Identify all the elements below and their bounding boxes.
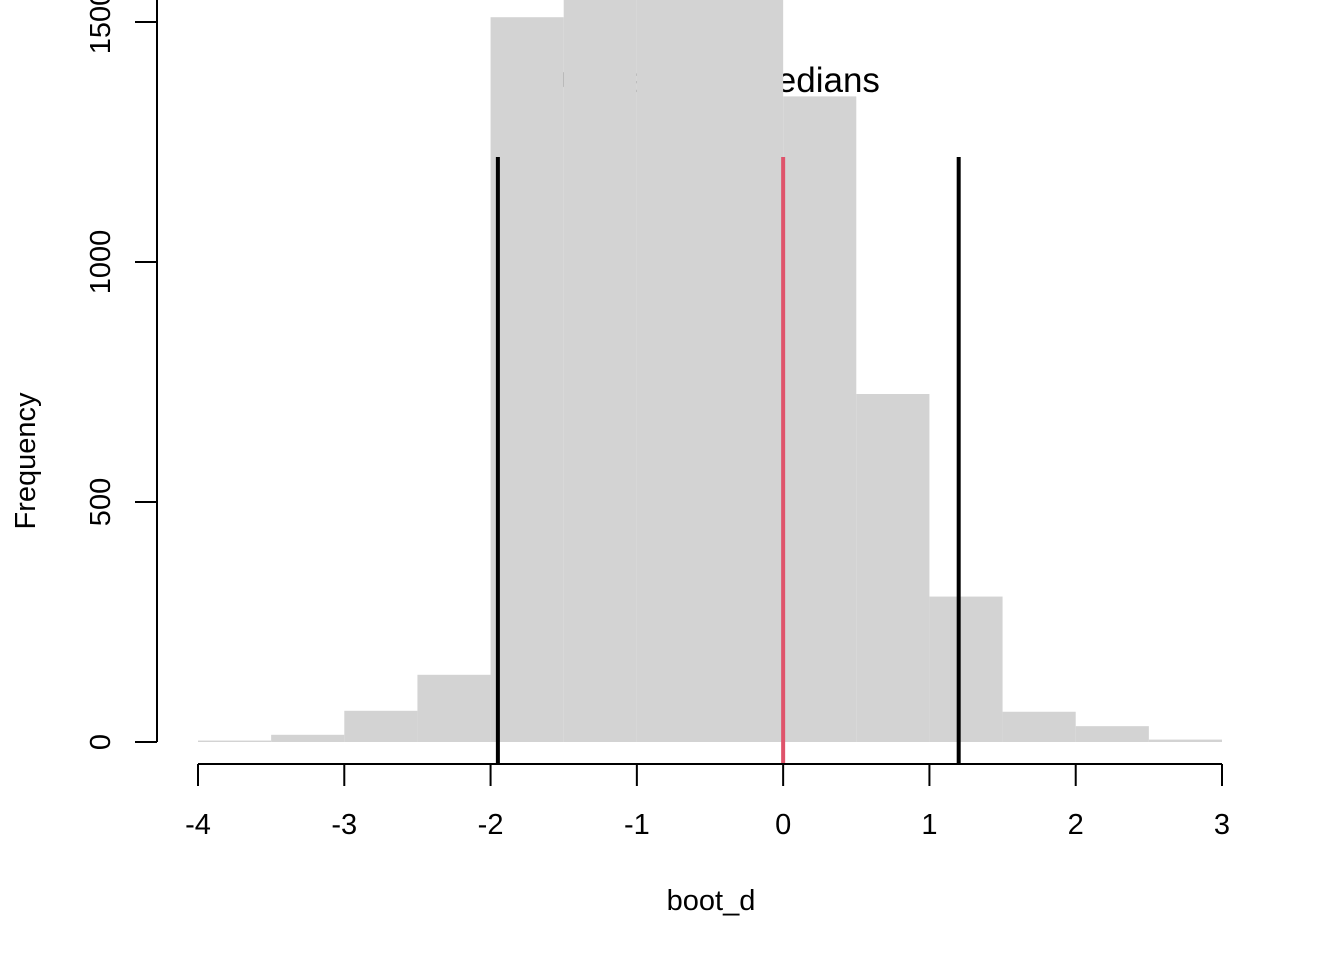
y-tick-label: 1000 xyxy=(85,230,117,295)
x-tick-label: -2 xyxy=(478,809,504,841)
x-tick-label: 1 xyxy=(921,809,937,841)
histogram-bar xyxy=(344,710,418,742)
histogram-bar xyxy=(198,740,272,742)
histogram-bar xyxy=(417,674,491,742)
histogram-bar xyxy=(1075,726,1149,742)
y-tick-label: 500 xyxy=(85,478,117,526)
histogram-bar xyxy=(783,96,857,742)
histogram-bar xyxy=(271,734,345,742)
x-axis: -4 -3 -2 -1 0 1 2 3 xyxy=(185,763,1230,841)
x-tick-label: -4 xyxy=(185,809,211,841)
histogram-bar xyxy=(856,394,930,742)
x-tick-label: 3 xyxy=(1214,809,1230,841)
histogram-bar xyxy=(710,0,784,743)
x-tick-label: 0 xyxy=(775,809,791,841)
y-axis-label: Frequency xyxy=(10,392,42,530)
histogram-bar xyxy=(563,0,637,742)
bars-group xyxy=(198,0,1222,743)
histogram-bar xyxy=(929,596,1003,742)
y-tick-label: 1500 xyxy=(85,0,117,54)
reference-lines-group xyxy=(495,157,961,763)
x-tick-label: -3 xyxy=(331,809,357,841)
histogram-bar xyxy=(1002,711,1076,742)
x-tick-label: 2 xyxy=(1068,809,1084,841)
histogram-bar xyxy=(636,0,710,742)
y-tick-label: 0 xyxy=(85,734,117,750)
histogram-bar xyxy=(490,17,564,742)
x-tick-label: -1 xyxy=(624,809,650,841)
histogram-bar xyxy=(1148,739,1222,742)
y-axis: 0500100015002000 xyxy=(85,0,158,750)
x-axis-label: boot_d xyxy=(667,885,756,917)
